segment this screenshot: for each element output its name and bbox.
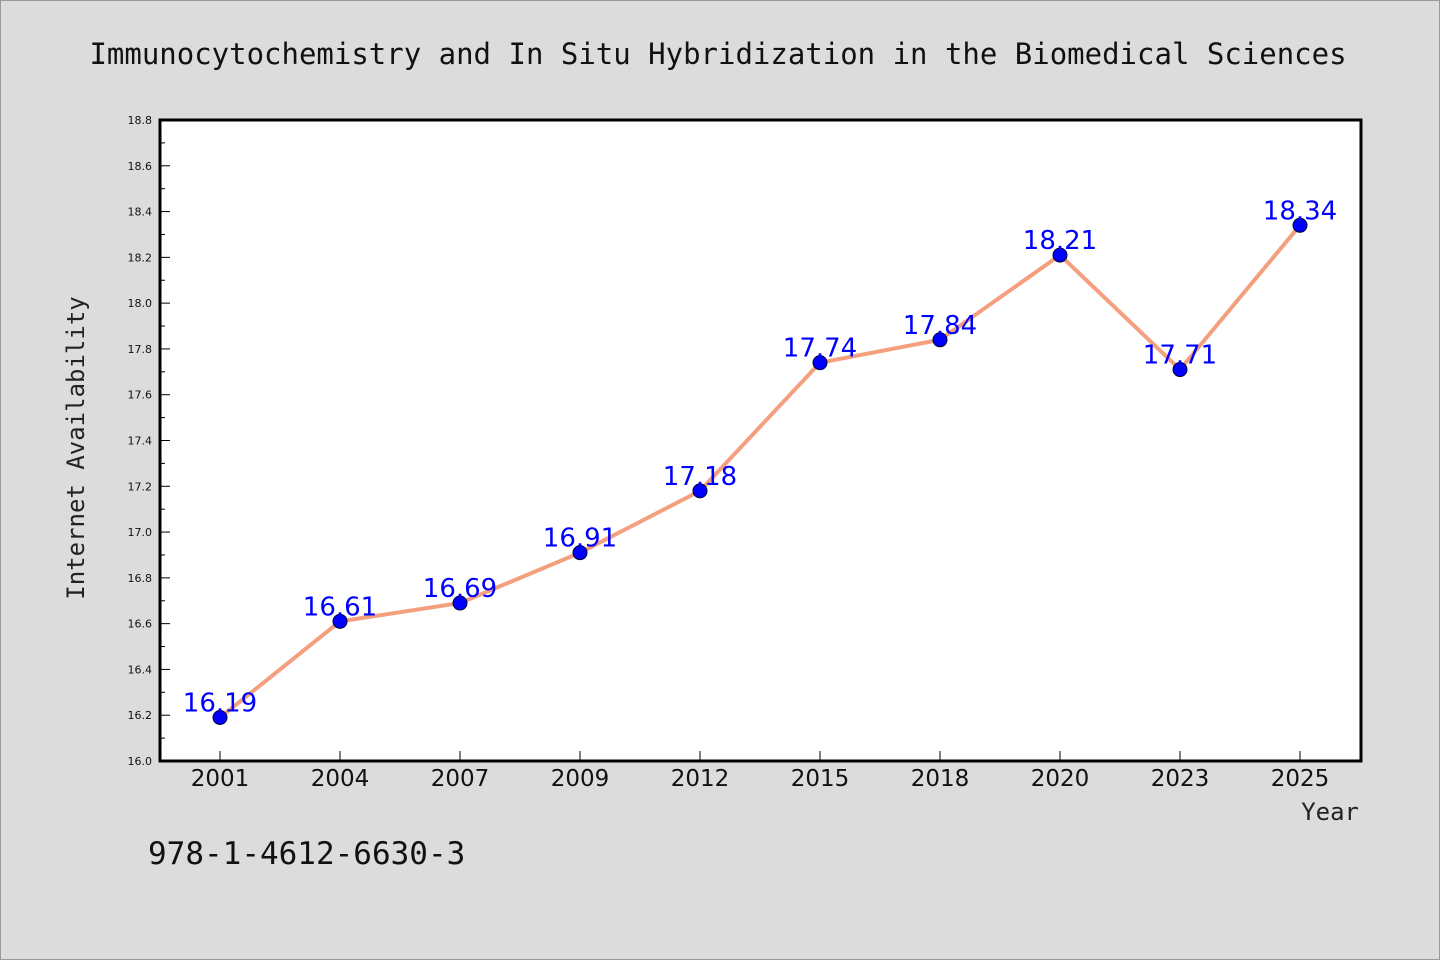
- y-tick-label: 18.8: [128, 114, 153, 127]
- data-point: [212, 710, 228, 726]
- data-label: 16.69: [423, 574, 497, 604]
- y-tick-label: 17.8: [128, 343, 153, 356]
- data-point: [452, 595, 468, 611]
- series-group: 16.19 16.61 16.69 16.91 17.18 17.74 17.84 18.21…: [183, 196, 1337, 726]
- data-label: 16.61: [303, 592, 377, 622]
- y-tick-label: 17.2: [128, 480, 153, 493]
- y-tick-label: 17.0: [128, 526, 153, 539]
- data-label: 18.21: [1023, 226, 1097, 256]
- y-axis-label: Internet Availability: [62, 296, 90, 599]
- y-tick-label: 17.6: [128, 389, 153, 402]
- x-axis-label: Year: [1301, 798, 1359, 826]
- data-label: 17.71: [1143, 341, 1217, 371]
- y-tick-label: 18.0: [128, 297, 153, 310]
- data-point: [1052, 247, 1068, 263]
- data-point: [812, 355, 828, 371]
- data-label: 17.74: [783, 334, 857, 364]
- x-axis: 2001 2004 2007 2009 2012 2015 2018 2020 2023 2025: [191, 751, 1330, 792]
- x-tick-label: 2020: [1031, 766, 1090, 792]
- y-tick-label: 18.6: [128, 160, 153, 173]
- y-tick-label: 16.8: [128, 572, 153, 585]
- y-axis: 16.0 16.2 16.4 16.6 16.8 17.0 17.2 17.4 17.6 17.8…: [128, 114, 170, 768]
- y-tick-label: 18.2: [128, 251, 153, 264]
- x-tick-label: 2004: [311, 766, 370, 792]
- y-tick-label: 16.2: [128, 709, 153, 722]
- data-point: [932, 332, 948, 348]
- x-tick-label: 2001: [191, 766, 250, 792]
- x-tick-label: 2018: [911, 766, 970, 792]
- data-point: [332, 613, 348, 629]
- y-tick-label: 16.4: [128, 663, 153, 676]
- series-line: [218, 223, 1302, 720]
- y-tick-label: 16.6: [128, 618, 153, 631]
- x-tick-label: 2025: [1271, 766, 1330, 792]
- data-label: 16.91: [543, 524, 617, 554]
- plot-area: [158, 118, 1363, 763]
- isbn-annotation: 978-1-4612-6630-3: [148, 836, 465, 872]
- data-label: 16.19: [183, 689, 257, 719]
- y-tick-label: 18.4: [128, 206, 153, 219]
- data-label: 17.18: [663, 462, 737, 492]
- data-point: [692, 483, 708, 499]
- chart-title: Immunocytochemistry and In Situ Hybridiz…: [89, 37, 1346, 71]
- data-label: 18.34: [1263, 196, 1337, 226]
- x-tick-label: 2012: [671, 766, 730, 792]
- y-tick-label: 16.0: [128, 755, 153, 768]
- data-label: 17.84: [903, 311, 977, 341]
- data-point: [1292, 217, 1308, 233]
- data-point: [1172, 362, 1188, 378]
- x-tick-label: 2023: [1151, 766, 1210, 792]
- x-tick-label: 2015: [791, 766, 850, 792]
- x-tick-label: 2009: [551, 766, 610, 792]
- y-tick-label: 17.4: [128, 435, 153, 448]
- data-point: [572, 545, 588, 561]
- x-tick-label: 2007: [431, 766, 490, 792]
